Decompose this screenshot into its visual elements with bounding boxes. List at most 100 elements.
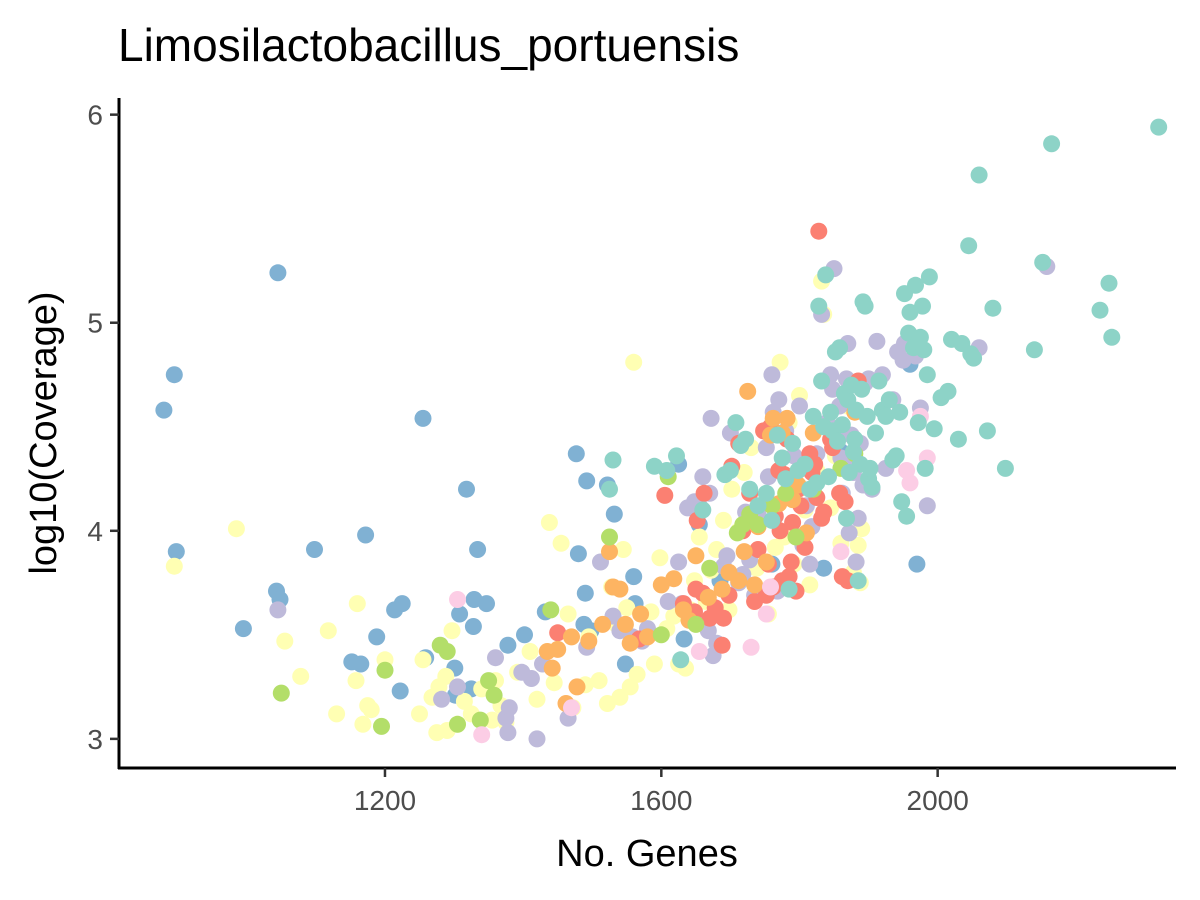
- data-point: [167, 543, 185, 561]
- data-point: [639, 628, 656, 646]
- data-point: [773, 449, 791, 467]
- data-point: [352, 655, 370, 673]
- data-point: [713, 580, 731, 598]
- data-point: [478, 595, 495, 613]
- data-point: [569, 545, 587, 563]
- data-point: [970, 166, 988, 184]
- data-point: [849, 536, 867, 554]
- data-point: [713, 636, 731, 654]
- data-point: [165, 366, 183, 384]
- y-tick-label: 6: [87, 100, 103, 131]
- data-point: [813, 372, 831, 390]
- data-point: [749, 541, 767, 558]
- data-point: [847, 553, 865, 571]
- data-point: [605, 505, 623, 523]
- x-tick-label: 1200: [354, 785, 416, 816]
- data-point: [701, 559, 719, 577]
- data-point: [616, 615, 634, 633]
- data-point: [715, 511, 732, 529]
- data-point: [354, 715, 372, 733]
- data-point: [451, 605, 469, 623]
- y-tick-label: 5: [87, 308, 103, 339]
- data-point: [480, 672, 498, 690]
- data-point: [844, 443, 862, 461]
- data-point: [500, 699, 518, 717]
- data-point: [568, 678, 586, 696]
- data-point: [960, 237, 978, 255]
- x-tick-label: 1600: [630, 785, 692, 816]
- data-point: [443, 622, 461, 640]
- data-point: [625, 568, 643, 586]
- data-point: [559, 605, 577, 623]
- data-point: [741, 480, 759, 498]
- data-point: [499, 724, 517, 742]
- data-point: [801, 576, 819, 594]
- data-point: [868, 332, 886, 350]
- data-point: [590, 672, 608, 690]
- data-point: [702, 409, 720, 427]
- data-point: [909, 414, 927, 432]
- data-point: [891, 403, 909, 421]
- data-point: [368, 628, 386, 646]
- data-point: [739, 382, 757, 400]
- data-point: [155, 401, 173, 419]
- data-point: [840, 524, 858, 542]
- data-point: [1091, 301, 1109, 319]
- data-point: [907, 276, 924, 294]
- data-point: [757, 605, 775, 623]
- data-point: [867, 424, 884, 442]
- data-point: [810, 222, 828, 240]
- data-point: [838, 509, 855, 527]
- data-point: [920, 268, 938, 286]
- data-point: [458, 480, 475, 498]
- data-point: [628, 665, 646, 683]
- data-point: [433, 690, 451, 708]
- data-point: [742, 638, 760, 656]
- data-point: [1034, 253, 1052, 271]
- data-point: [611, 580, 629, 598]
- data-point: [915, 341, 933, 359]
- data-point: [893, 493, 911, 511]
- data-point: [863, 478, 881, 496]
- data-point: [464, 618, 482, 635]
- data-point: [831, 339, 849, 357]
- data-point: [659, 593, 677, 610]
- data-point: [768, 426, 786, 444]
- data-point: [348, 595, 366, 613]
- data-point: [833, 416, 851, 434]
- data-point: [545, 674, 563, 692]
- points-layer: [155, 118, 1168, 748]
- data-point: [846, 430, 864, 448]
- data-point: [918, 366, 936, 384]
- data-point: [552, 534, 570, 552]
- data-point: [757, 484, 775, 502]
- data-point: [925, 420, 943, 438]
- data-point: [853, 380, 871, 398]
- data-point: [469, 541, 487, 558]
- data-point: [549, 640, 567, 658]
- data-point: [449, 715, 466, 733]
- data-point: [898, 507, 916, 525]
- data-point: [652, 626, 670, 644]
- data-point: [594, 615, 612, 633]
- data-point: [836, 493, 854, 511]
- data-point: [576, 584, 594, 602]
- data-point: [918, 497, 936, 515]
- data-point: [276, 632, 294, 650]
- data-point: [849, 572, 867, 590]
- data-point: [939, 382, 957, 400]
- data-point: [715, 609, 732, 627]
- x-axis-title: No. Genes: [556, 833, 738, 875]
- data-point: [414, 651, 432, 669]
- data-point: [319, 622, 337, 640]
- data-point: [887, 447, 905, 465]
- data-point: [877, 407, 895, 425]
- data-point: [567, 445, 585, 463]
- data-point: [916, 459, 934, 477]
- data-point: [690, 643, 708, 660]
- data-point: [616, 655, 634, 673]
- data-point: [694, 468, 712, 486]
- data-point: [820, 468, 837, 486]
- data-point: [978, 422, 996, 440]
- x-ticks: 1200 1600 2000: [354, 768, 969, 816]
